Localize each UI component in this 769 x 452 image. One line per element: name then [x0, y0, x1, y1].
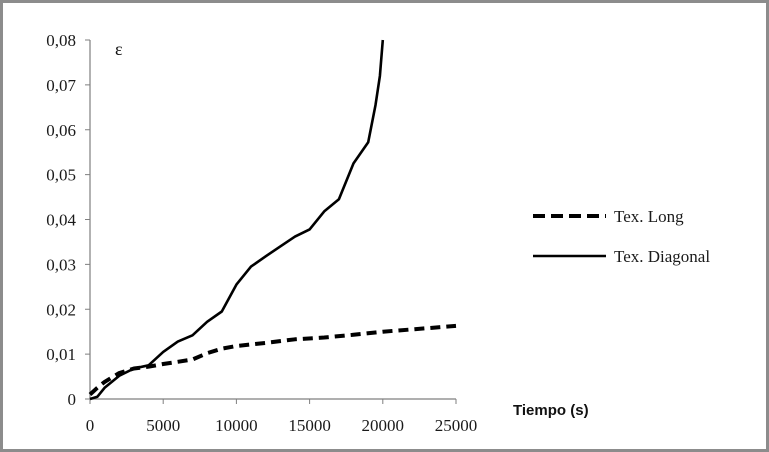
- x-tick-label: 20000: [362, 416, 405, 435]
- x-tick-label: 15000: [288, 416, 331, 435]
- line-chart: 0 0,01 0,02 0,03 0,04 0,05 0,06 0,07 0,08 0 5000 10…: [46, 31, 710, 435]
- y-tick-label: 0,07: [46, 76, 76, 95]
- y-axis-label: ε: [115, 39, 123, 59]
- x-tick-label: 25000: [435, 416, 478, 435]
- x-tick-label: 5000: [146, 416, 180, 435]
- y-tick-label: 0,01: [46, 345, 76, 364]
- y-tick-label: 0,05: [46, 166, 76, 185]
- x-axis-label: Tiempo (s): [513, 402, 589, 419]
- legend-label: Tex. Long: [614, 207, 684, 226]
- y-tick-label: 0,06: [46, 121, 76, 140]
- x-tick-label: 0: [86, 416, 95, 435]
- y-tick-label: 0,08: [46, 31, 76, 50]
- y-tick-label: 0,03: [46, 255, 76, 274]
- y-tick-label: 0,02: [46, 300, 76, 319]
- y-tick-label: 0,04: [46, 211, 76, 230]
- series-line-tex-diagonal: [89, 39, 385, 401]
- x-tick-label: 10000: [215, 416, 258, 435]
- series-line-tex-long: [88, 323, 457, 396]
- y-tick-label: 0: [68, 390, 77, 409]
- legend-label: Tex. Diagonal: [614, 247, 710, 266]
